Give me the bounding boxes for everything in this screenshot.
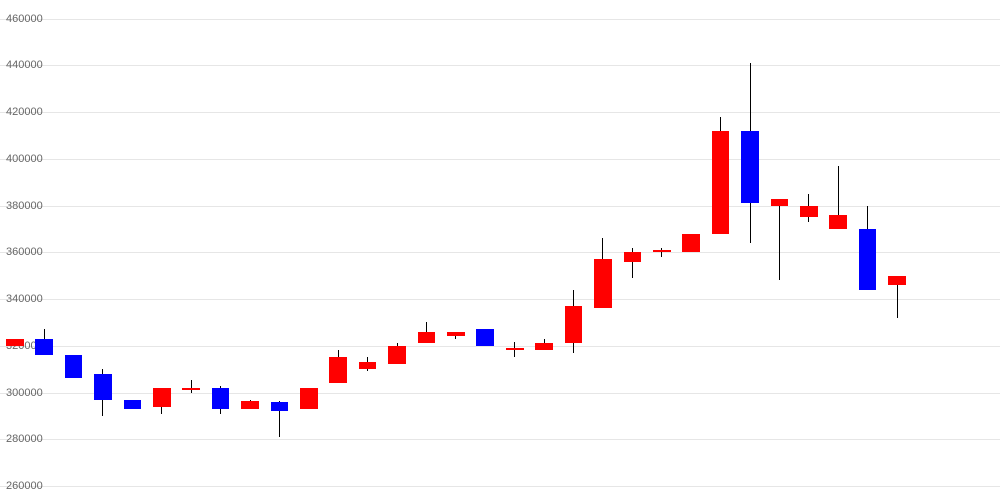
gridline xyxy=(0,159,1000,160)
candle-body xyxy=(6,339,24,346)
y-axis-label: 280000 xyxy=(6,433,43,445)
candle-body xyxy=(212,388,230,409)
candle-body xyxy=(35,339,53,355)
y-axis-label: 340000 xyxy=(6,293,43,305)
gridline xyxy=(0,65,1000,66)
candle-body xyxy=(447,332,465,337)
candle-body xyxy=(594,259,612,308)
candle-body xyxy=(771,199,789,206)
candle-body xyxy=(153,388,171,407)
candle-body xyxy=(329,357,347,383)
candle-body xyxy=(65,355,83,378)
candle-body xyxy=(624,252,642,261)
y-axis-label: 460000 xyxy=(6,13,43,25)
gridline xyxy=(0,206,1000,207)
candle-body xyxy=(859,229,877,290)
y-axis-label: 440000 xyxy=(6,59,43,71)
candle-body xyxy=(535,343,553,350)
candle-body xyxy=(888,276,906,285)
candle-body xyxy=(418,332,436,344)
gridline xyxy=(0,346,1000,347)
candlestick-chart: 2600002800003000003200003400003600003800… xyxy=(0,0,1000,500)
candle-body xyxy=(682,234,700,253)
y-axis-label: 420000 xyxy=(6,106,43,118)
candle-body xyxy=(741,131,759,203)
candle-body xyxy=(565,306,583,343)
y-axis-label: 360000 xyxy=(6,246,43,258)
candle-wick xyxy=(191,380,192,393)
candle-body xyxy=(712,131,730,234)
candle-body xyxy=(124,400,142,409)
candle-body xyxy=(94,374,112,400)
y-axis-label: 300000 xyxy=(6,387,43,399)
candle-body xyxy=(300,388,318,409)
candle-body xyxy=(653,250,671,252)
gridline xyxy=(0,486,1000,487)
candle-body xyxy=(506,348,524,350)
candle-body xyxy=(829,215,847,229)
candle-body xyxy=(388,346,406,365)
gridline xyxy=(0,252,1000,253)
candle-body xyxy=(476,329,494,345)
gridline xyxy=(0,393,1000,394)
candle-body xyxy=(800,206,818,218)
y-axis-label: 260000 xyxy=(6,480,43,492)
gridline xyxy=(0,299,1000,300)
y-axis-label: 400000 xyxy=(6,153,43,165)
y-axis-label: 380000 xyxy=(6,200,43,212)
candle-body xyxy=(182,388,200,390)
candle-body xyxy=(359,362,377,369)
candle-body xyxy=(241,401,259,409)
candle-wick xyxy=(779,199,780,281)
gridline xyxy=(0,19,1000,20)
candle-body xyxy=(271,402,289,411)
gridline xyxy=(0,112,1000,113)
gridline xyxy=(0,439,1000,440)
